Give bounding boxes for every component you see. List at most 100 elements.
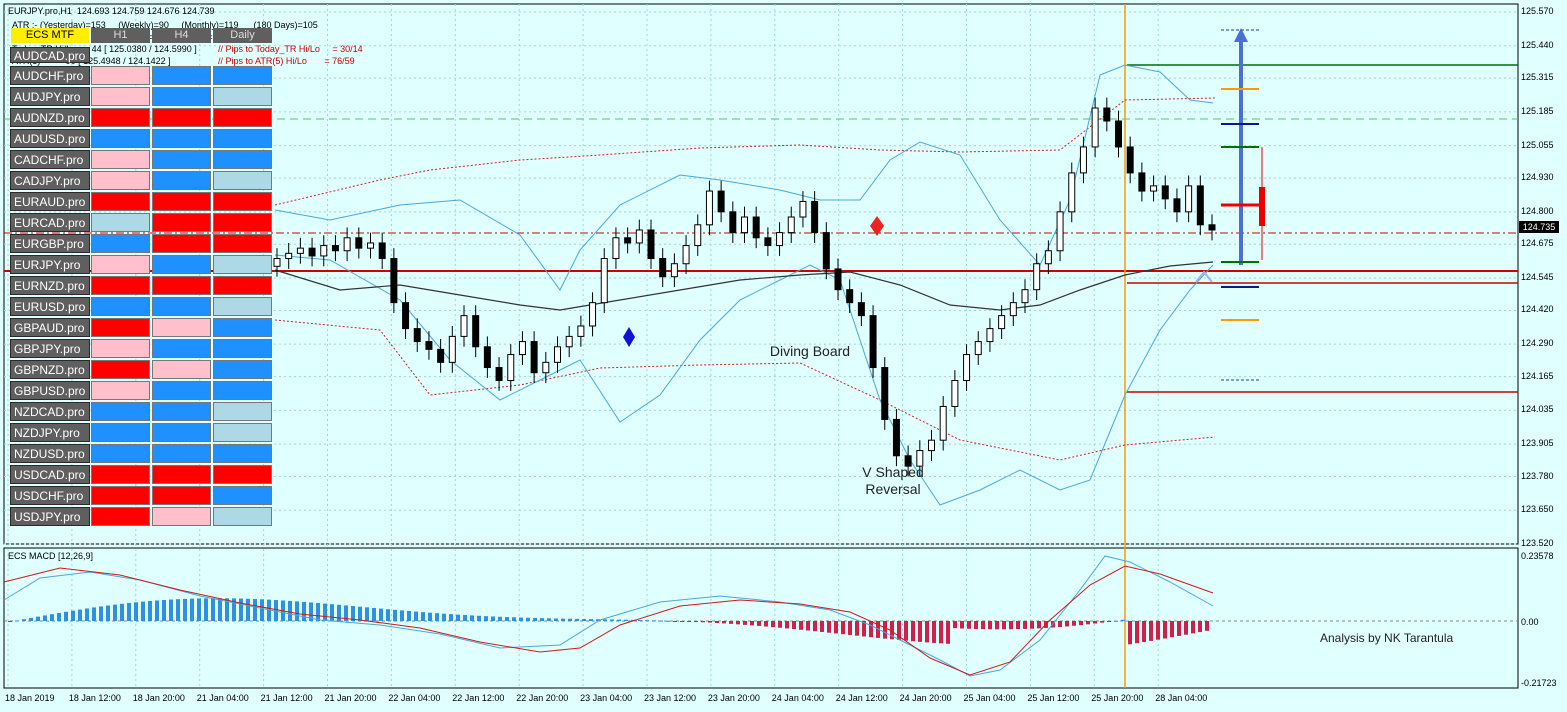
time-tick: 21 Jan 20:00 xyxy=(324,693,377,703)
macd-bar-up xyxy=(589,619,593,621)
candle-bull xyxy=(1033,263,1041,291)
mtf-cell-h4 xyxy=(152,66,211,85)
mtf-pair-name[interactable]: USDCHF.pro xyxy=(10,486,90,505)
mtf-cell-daily xyxy=(213,150,272,169)
mtf-header-daily: Daily xyxy=(213,28,272,43)
mtf-pair-name[interactable]: GBPJPY.pro xyxy=(10,339,90,358)
price-tick: 124.800 xyxy=(1521,205,1554,216)
mtf-cell-daily xyxy=(213,444,272,463)
time-tick: 21 Jan 12:00 xyxy=(260,693,313,703)
candle-bear xyxy=(495,367,503,382)
macd-bar-down xyxy=(1037,621,1041,629)
macd-bar-down xyxy=(827,621,831,633)
chevron-up-icon xyxy=(1195,270,1213,283)
mtf-cell-daily xyxy=(213,381,272,400)
time-tick: 23 Jan 04:00 xyxy=(580,693,633,703)
mtf-pair-name[interactable]: EURUSD.pro xyxy=(10,297,90,316)
mtf-pair-name[interactable]: EURGBP.pro xyxy=(10,234,90,253)
mtf-pair-name[interactable]: USDCAD.pro xyxy=(10,465,90,484)
price-tick: 123.520 xyxy=(1521,538,1554,548)
mtf-first-pair[interactable]: AUDCAD.pro xyxy=(10,47,90,63)
macd-bar-down xyxy=(1198,621,1202,633)
main-chart-frame xyxy=(3,3,1519,545)
time-tick: 23 Jan 20:00 xyxy=(707,693,760,703)
candle-bull xyxy=(787,216,795,234)
macd-bar-up xyxy=(127,603,131,621)
macd-bar-down xyxy=(946,621,950,644)
mtf-pair-name[interactable]: AUDCHF.pro xyxy=(10,66,90,85)
candle-bear xyxy=(811,200,819,234)
mtf-pair-name[interactable]: EURCAD.pro xyxy=(10,213,90,232)
mtf-cell-daily xyxy=(213,87,272,106)
mtf-cell-h1 xyxy=(91,276,150,295)
price-tick: 125.570 xyxy=(1521,6,1554,16)
candle-bear xyxy=(472,315,480,348)
candle-bull xyxy=(600,258,608,304)
macd-bar-up xyxy=(1114,620,1118,622)
price-tick: 125.440 xyxy=(1521,39,1554,50)
macd-bar-up xyxy=(491,616,495,621)
mtf-pair-name[interactable]: NZDCAD.pro xyxy=(10,402,90,421)
macd-bar-down xyxy=(722,621,726,624)
candle-bear xyxy=(846,289,854,304)
candle-bull xyxy=(986,328,994,343)
mtf-cell-h1 xyxy=(91,87,150,106)
macd-bar-down xyxy=(771,621,775,628)
mtf-cell-h1 xyxy=(91,339,150,358)
macd-bar-up xyxy=(316,603,320,621)
macd-bar-up xyxy=(421,612,425,621)
atr5-pips-info: // Pips to ATR(5) Hi/Lo = 76/59 xyxy=(218,56,355,66)
mtf-cell-daily xyxy=(213,486,272,505)
mtf-cell-h1 xyxy=(91,381,150,400)
mtf-pair-name[interactable]: NZDUSD.pro xyxy=(10,444,90,463)
mtf-cell-h1 xyxy=(91,129,150,148)
macd-bar-down xyxy=(792,621,796,630)
macd-bar-up xyxy=(225,598,229,621)
macd-bar-down xyxy=(1205,621,1209,631)
mtf-pair-name[interactable]: EURAUD.pro xyxy=(10,192,90,211)
time-tick: 18 Jan 20:00 xyxy=(132,693,185,703)
mtf-pair-name[interactable]: AUDNZD.pro xyxy=(10,108,90,127)
macd-bar-up xyxy=(603,619,607,621)
mtf-pair-name[interactable]: GBPAUD.pro xyxy=(10,318,90,337)
candle-bear xyxy=(355,237,363,249)
macd-bar-up xyxy=(239,598,243,621)
mtf-pair-name[interactable]: GBPUSD.pro xyxy=(10,381,90,400)
macd-bar-down xyxy=(1030,621,1034,629)
mtf-pair-name[interactable]: AUDJPY.pro xyxy=(10,87,90,106)
candle-bull xyxy=(542,361,550,374)
macd-bar-up xyxy=(29,617,33,621)
time-tick: 22 Jan 04:00 xyxy=(388,693,441,703)
mtf-pair-name[interactable]: CADCHF.pro xyxy=(10,150,90,169)
macd-bar-down xyxy=(981,621,985,630)
mtf-pair-name[interactable]: GBPNZD.pro xyxy=(10,360,90,379)
mtf-cell-h1 xyxy=(91,234,150,253)
candle-bull xyxy=(518,341,526,356)
mtf-cell-h4 xyxy=(152,507,211,526)
mtf-cell-daily xyxy=(213,255,272,274)
macd-bar-down xyxy=(1002,621,1006,630)
mtf-cell-daily xyxy=(213,192,272,211)
symbol-info: EURJPY.pro,H1 124.693 124.759 124.676 12… xyxy=(8,6,215,16)
macd-bar-up xyxy=(407,611,411,621)
macd-bar-up xyxy=(526,617,530,621)
candle-bull xyxy=(296,247,304,254)
mtf-pair-name[interactable]: AUDUSD.pro xyxy=(10,129,90,148)
price-tick: 125.055 xyxy=(1521,139,1554,150)
macd-bar-up xyxy=(246,598,250,621)
mtf-pair-name[interactable]: EURJPY.pro xyxy=(10,255,90,274)
macd-bar-up xyxy=(351,606,355,621)
macd-bar-down xyxy=(974,621,978,630)
blue-diamond-marker xyxy=(623,327,635,347)
candle-bear xyxy=(892,418,900,457)
mtf-cell-h1 xyxy=(91,171,150,190)
macd-bar-down xyxy=(911,621,915,642)
mtf-pair-name[interactable]: CADJPY.pro xyxy=(10,171,90,190)
macd-bar-up xyxy=(435,613,439,621)
mtf-pair-name[interactable]: USDJPY.pro xyxy=(10,507,90,526)
macd-bar-down xyxy=(1093,621,1097,624)
macd-bar-down xyxy=(1142,621,1146,643)
macd-bar-down xyxy=(869,621,873,638)
mtf-pair-name[interactable]: EURNZD.pro xyxy=(10,276,90,295)
mtf-pair-name[interactable]: NZDJPY.pro xyxy=(10,423,90,442)
